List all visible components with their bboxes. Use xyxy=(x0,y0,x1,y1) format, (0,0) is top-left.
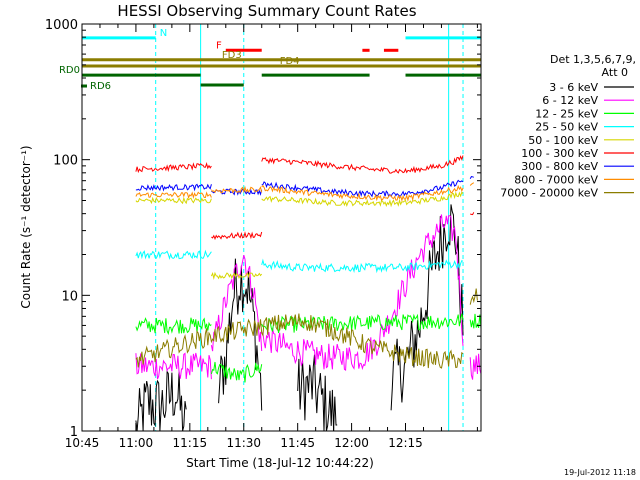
series-line-25-50-kev-0 xyxy=(135,249,212,261)
flag-label-rd0: RD0 xyxy=(59,65,80,76)
series-7000-20000-kev xyxy=(135,288,478,369)
series-line-25-50-kev-1 xyxy=(261,258,464,274)
legend-header-attenuator: Att 0 xyxy=(602,66,628,79)
series-line-6-12-kev-2 xyxy=(261,214,464,372)
legend-label-3-6-kev: 3 - 6 keV xyxy=(549,81,598,94)
series-50-100-kev xyxy=(135,191,464,280)
series-line-100-300-kev-0 xyxy=(135,161,212,174)
x-tick-label: 11:30 xyxy=(226,436,261,450)
series-line-100-300-kev-2 xyxy=(261,155,464,174)
axes-ticks: 10:45 11:00 11:15 11:30 11:45 12:00 12:15 1 10 10… xyxy=(45,18,481,450)
series-line-100-300-kev-3 xyxy=(470,212,475,216)
series-25-50-kev xyxy=(135,249,464,274)
legend-label-300-800-kev: 300 - 800 keV xyxy=(521,160,598,173)
flag-label-f: F xyxy=(216,40,222,51)
series-line-50-100-kev-2 xyxy=(261,191,464,208)
series-line-300-800-kev-3 xyxy=(469,176,474,179)
legend-label-25-50-kev: 25 - 50 keV xyxy=(535,121,598,134)
series-100-300-kev xyxy=(135,155,475,241)
series-line-3-6-kev-3 xyxy=(297,354,338,432)
chart-title: HESSI Observing Summary Count Rates xyxy=(117,2,416,20)
x-tick-label: 12:15 xyxy=(388,436,423,450)
flag-label-fd4: FD4 xyxy=(280,56,300,67)
series-line-800-7000-kev-3 xyxy=(469,182,475,186)
flag-label-n: N xyxy=(160,28,167,39)
x-tick-label: 11:45 xyxy=(280,436,315,450)
series-line-7000-20000-kev-0 xyxy=(135,313,464,369)
x-tick-label: 12:00 xyxy=(334,436,369,450)
series-line-6-12-kev-3 xyxy=(469,353,482,380)
series-800-7000-kev xyxy=(135,182,475,203)
y-tick-label: 1000 xyxy=(45,18,78,33)
legend-label-50-100-kev: 50 - 100 keV xyxy=(528,134,598,147)
series-line-800-7000-kev-2 xyxy=(261,184,464,203)
series-6-12-kev xyxy=(135,214,482,380)
flag-label-rd6: RD6 xyxy=(90,81,111,92)
flag-label-fd3: FD3 xyxy=(222,50,242,61)
series-line-3-6-kev-0 xyxy=(135,369,187,432)
x-axis-label: Start Time (18-Jul-12 10:44:22) xyxy=(186,456,374,470)
legend-label-800-7000-kev: 800 - 7000 keV xyxy=(514,173,598,186)
series-line-50-100-kev-1 xyxy=(210,271,263,280)
x-tick-label: 11:00 xyxy=(119,436,154,450)
legend-label-100-300-kev: 100 - 300 keV xyxy=(521,147,598,160)
series-line-300-800-kev-0 xyxy=(135,183,212,192)
y-tick-label: 1 xyxy=(70,425,78,440)
series-line-7000-20000-kev-1 xyxy=(469,288,478,305)
legend-label-12-25-kev: 12 - 25 keV xyxy=(535,107,598,120)
legend-label-6-12-kev: 6 - 12 keV xyxy=(542,94,598,107)
series-12-25-kev xyxy=(135,313,482,383)
series-line-800-7000-kev-0 xyxy=(135,191,212,199)
y-axis-label: Count Rate (s⁻¹ detector⁻¹) xyxy=(19,145,33,308)
x-tick-label: 11:15 xyxy=(173,436,208,450)
legend-header-detectors: Det 1,3,5,6,7,9, xyxy=(550,53,636,66)
series-line-3-6-kev-4 xyxy=(390,204,464,411)
series-line-6-12-kev-1 xyxy=(210,254,263,352)
series-line-6-12-kev-0 xyxy=(135,352,212,380)
x-tick-label: 10:45 xyxy=(65,436,100,450)
legend-label-7000-20000-kev: 7000 - 20000 keV xyxy=(500,187,598,200)
y-tick-label: 10 xyxy=(61,289,78,304)
series-line-12-25-kev-0 xyxy=(135,317,212,336)
series-line-300-800-kev-2 xyxy=(261,179,464,198)
series-300-800-kev xyxy=(135,176,474,198)
series-line-100-300-kev-1 xyxy=(211,231,263,241)
corner-timestamp: 19-Jul-2012 11:18 xyxy=(564,468,636,477)
series-line-12-25-kev-1 xyxy=(210,361,263,383)
series-line-12-25-kev-3 xyxy=(469,313,482,329)
y-tick-label: 100 xyxy=(53,154,78,169)
series-3-6-kev xyxy=(135,204,464,432)
data-series xyxy=(135,155,482,432)
series-line-50-100-kev-0 xyxy=(135,196,212,205)
series-line-3-6-kev-1 xyxy=(218,258,263,411)
series-line-800-7000-kev-1 xyxy=(210,185,263,195)
plot-frame xyxy=(81,23,482,432)
